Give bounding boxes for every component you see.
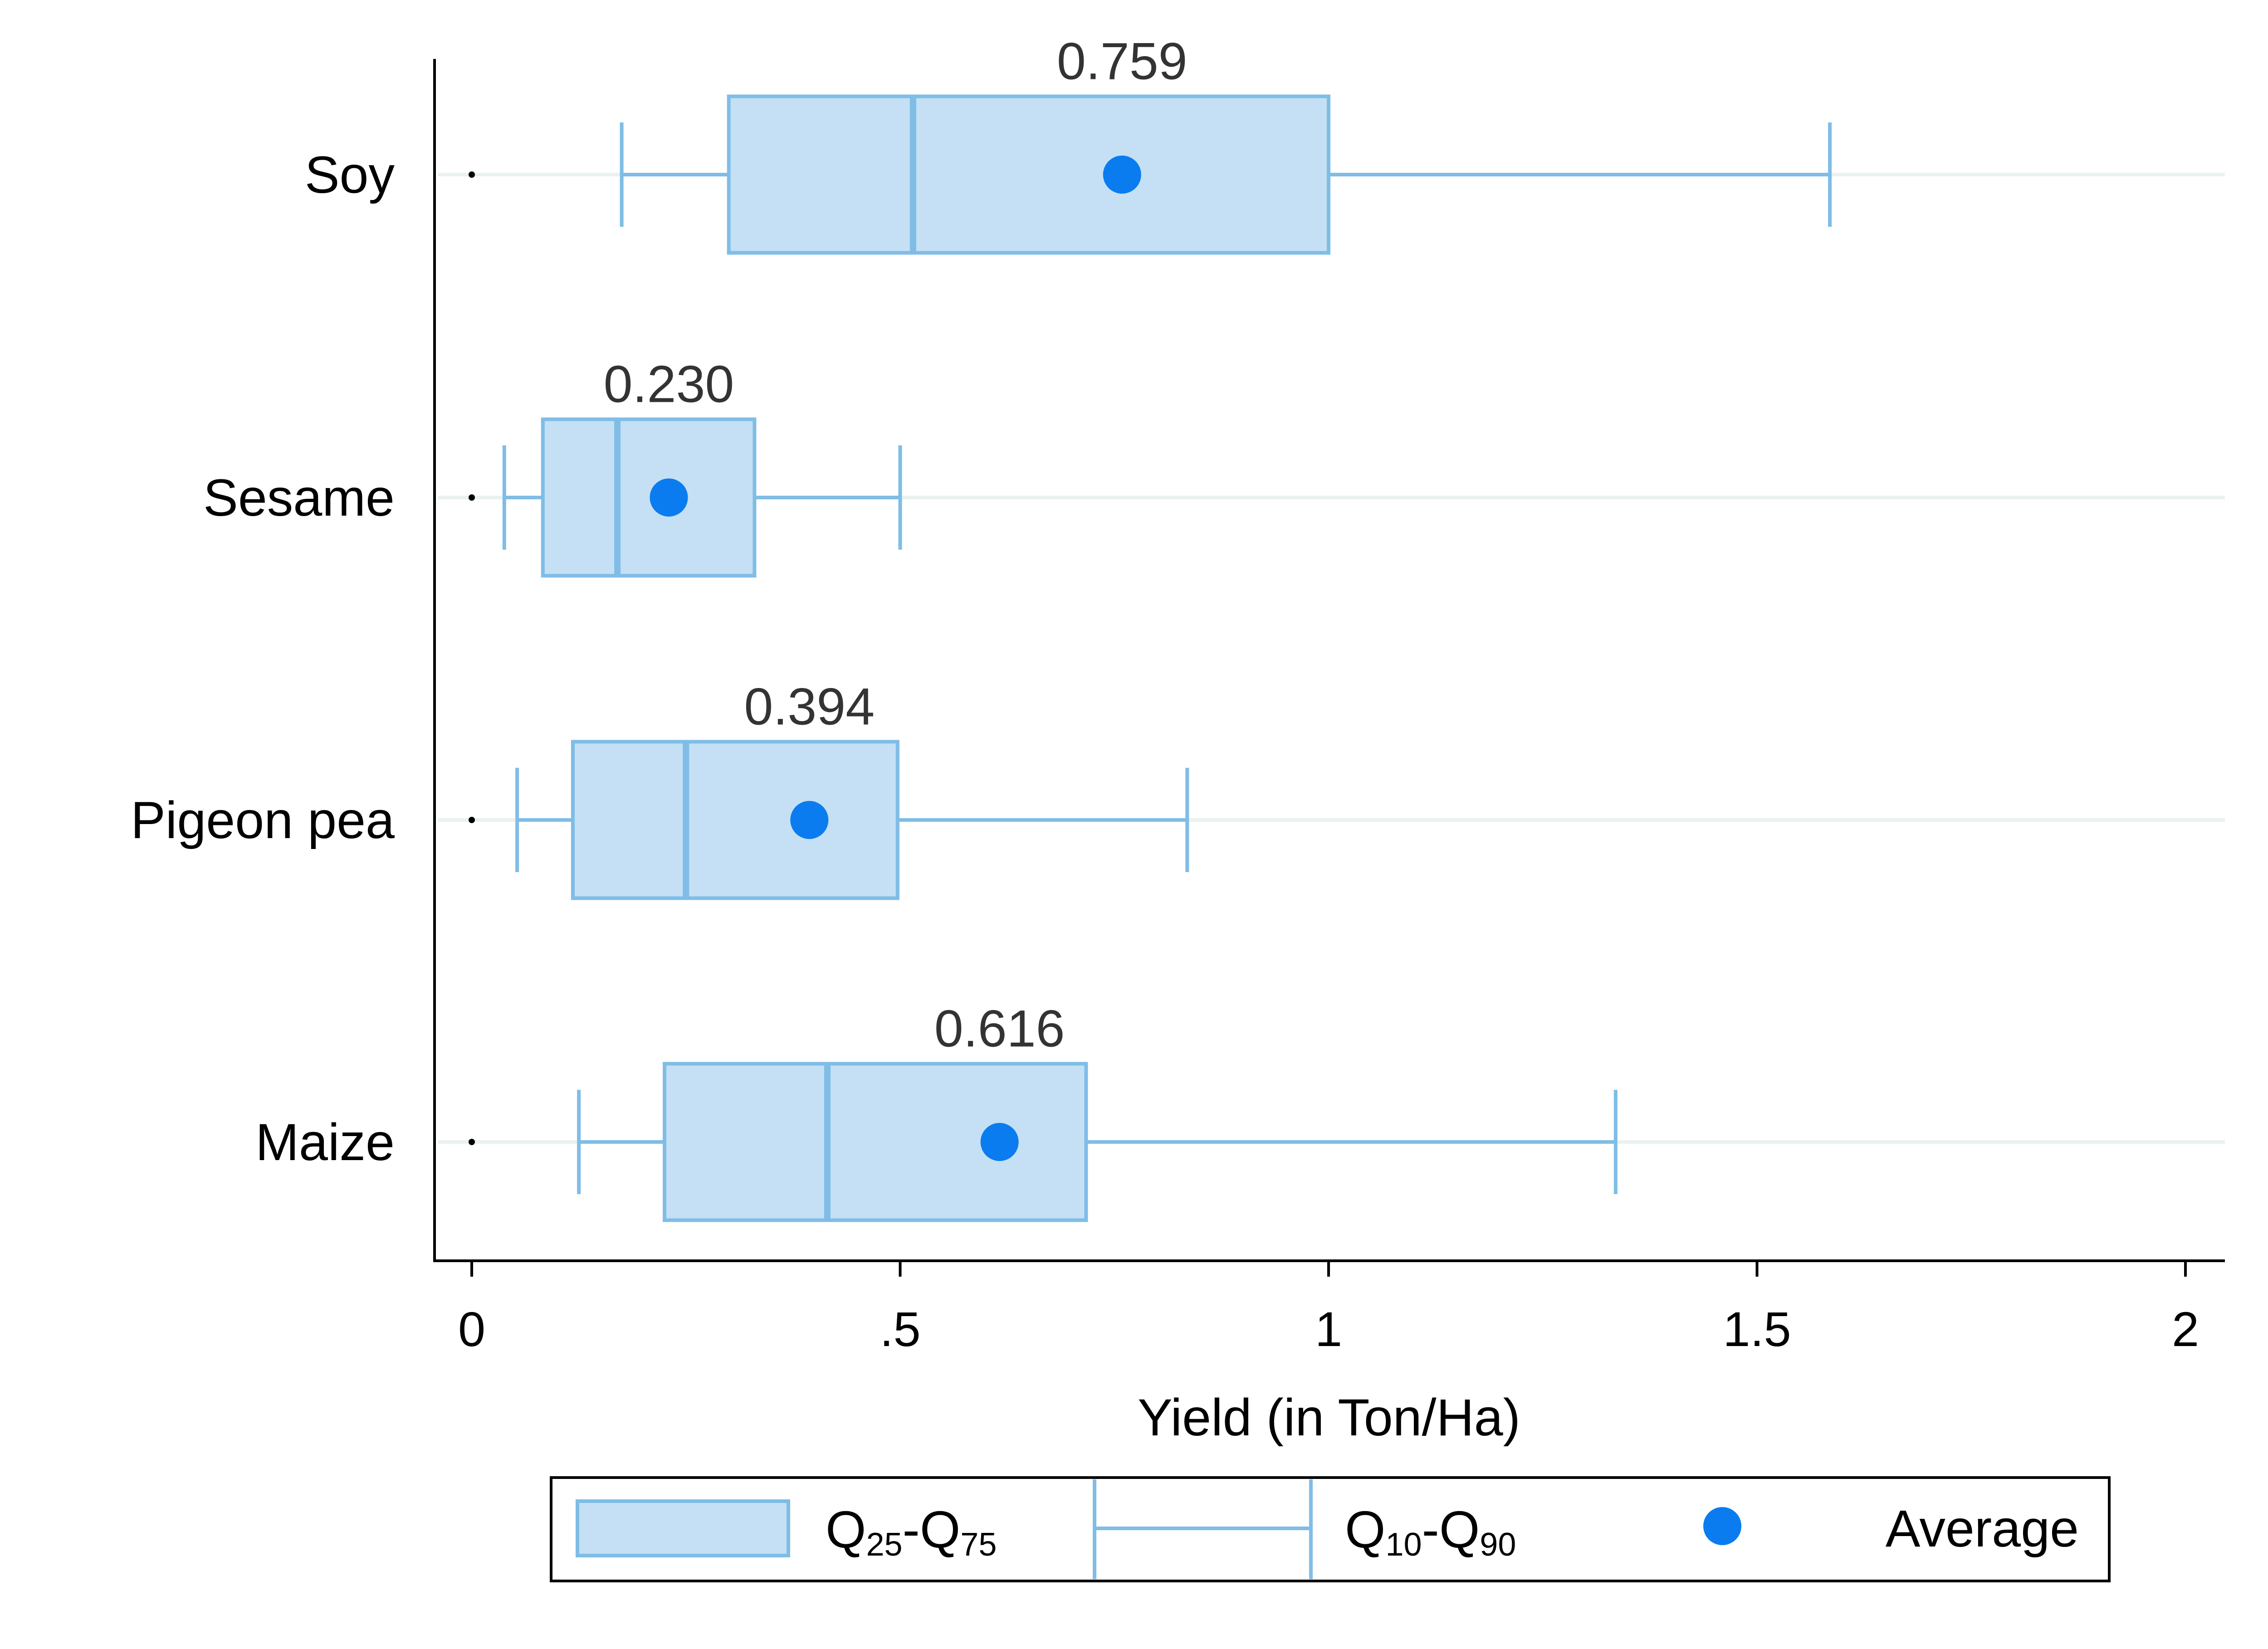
legend-box-label: Q25-Q75 [826, 1501, 997, 1563]
legend-whisker-label: Q10-Q90 [1345, 1501, 1516, 1563]
category-label-sesame: Sesame [203, 469, 395, 527]
iqr-box-maize [663, 1062, 1088, 1222]
iqr-box-soy [727, 94, 1330, 255]
legend-mean-label: Average [1886, 1500, 2079, 1558]
min-point-pigeon-pea [469, 817, 475, 823]
legend-box-mid: -Q [903, 1501, 961, 1559]
category-label-pigeon-pea: Pigeon pea [131, 791, 395, 849]
grid-lines [438, 173, 2225, 1144]
x-tick-label-2: 1 [1315, 1302, 1342, 1356]
x-tick-label-4: 2 [2172, 1302, 2199, 1356]
mean-dot-sesame [650, 478, 688, 517]
category-label-maize: Maize [255, 1113, 395, 1171]
legend-whisker-sub2: 90 [1480, 1527, 1516, 1563]
x-tick-label-1: .5 [880, 1302, 920, 1356]
x-axis-title: Yield (in Ton/Ha) [1138, 1389, 1520, 1447]
legend-whisker-sub1: 10 [1385, 1527, 1422, 1563]
legend-mean-dot [1703, 1507, 1741, 1545]
legend-whisker-q: Q [1345, 1501, 1385, 1559]
category-labels: Soy Sesame Pigeon pea Maize [131, 146, 395, 1171]
legend-box-q: Q [826, 1501, 866, 1559]
legend-box-sub1: 25 [866, 1527, 902, 1563]
iqr-box-sesame [541, 417, 757, 578]
mean-label-sesame: 0.230 [604, 356, 734, 414]
x-ticks: 0 .5 1 1.5 2 [458, 1261, 2199, 1356]
plot-area: 0.759 0.230 0.394 0.616 [469, 33, 1832, 1222]
legend-box-sub2: 75 [960, 1527, 997, 1563]
legend-frame [550, 1476, 2111, 1582]
legend-whisker-mid: -Q [1422, 1501, 1480, 1559]
min-point-sesame [469, 494, 475, 501]
legend-box-swatch [576, 1499, 790, 1557]
legend-whisker-swatch [1093, 1479, 1313, 1579]
iqr-box-pigeon-pea [571, 740, 899, 900]
box-group-pigeon-pea: 0.394 [469, 678, 1189, 900]
box-group-sesame: 0.230 [469, 356, 902, 578]
x-tick-label-0: 0 [458, 1302, 485, 1356]
mean-dot-pigeon-pea [790, 801, 829, 839]
mean-label-soy: 0.759 [1057, 33, 1188, 91]
mean-dot-maize [980, 1123, 1019, 1161]
legend: Q25-Q75 Q10-Q90 Average [550, 1476, 2111, 1582]
box-group-soy: 0.759 [469, 33, 1832, 255]
box-group-maize: 0.616 [469, 1000, 1618, 1222]
x-tick-label-3: 1.5 [1723, 1302, 1791, 1356]
mean-label-maize: 0.616 [934, 1000, 1065, 1058]
category-label-soy: Soy [305, 146, 395, 204]
min-point-soy [469, 171, 475, 178]
mean-dot-soy [1103, 156, 1141, 194]
min-point-maize [469, 1139, 475, 1145]
mean-label-pigeon-pea: 0.394 [744, 678, 875, 736]
